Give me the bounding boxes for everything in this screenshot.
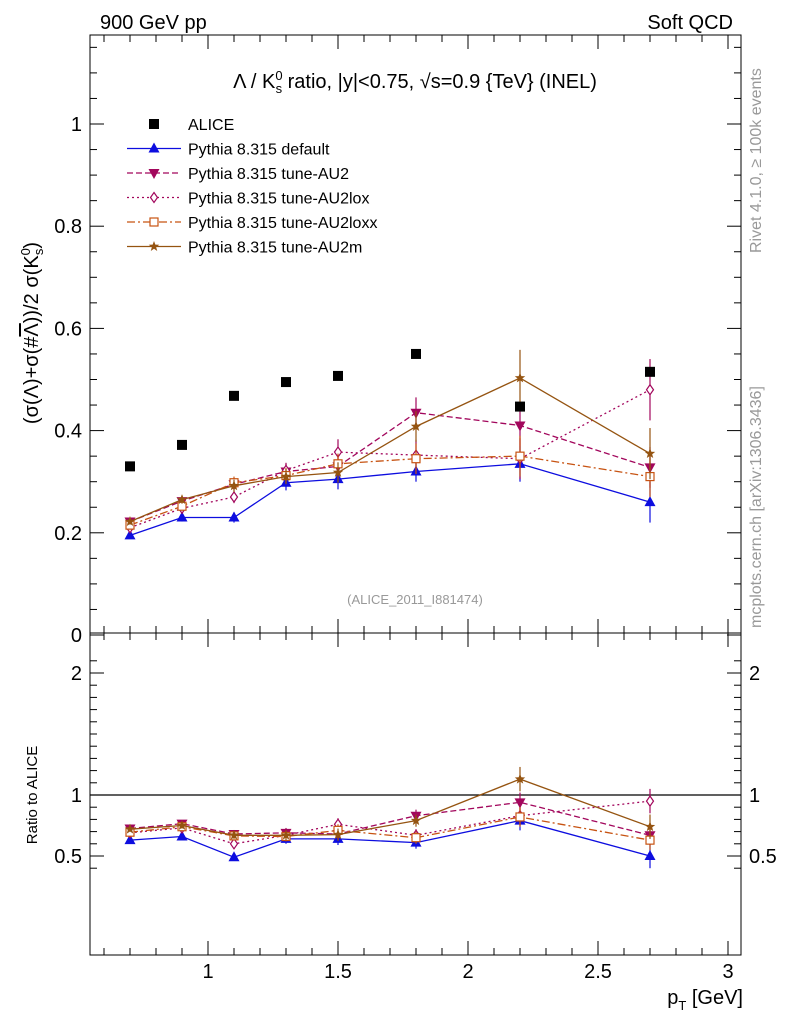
ratio-ytick-label-right: 2 <box>749 663 760 685</box>
legend-label: Pythia 8.315 tune-AU2 <box>188 166 349 183</box>
x-axis-label: pT [GeV] <box>667 987 743 1013</box>
main-data-point <box>515 401 525 412</box>
legend-marker <box>149 119 159 129</box>
main-ytick-label: 0.4 <box>54 421 82 443</box>
main-ytick-label: 0.2 <box>54 523 82 545</box>
ratio-data-point <box>228 851 240 862</box>
ratio-data-point <box>124 823 136 834</box>
ratio-data-point <box>644 850 656 860</box>
legend-entry: Pythia 8.315 tune-AU2m <box>127 240 362 257</box>
ratio-data-point <box>229 837 239 850</box>
main-series-line <box>129 389 651 529</box>
legend-marker <box>148 169 160 179</box>
legend-entry: Pythia 8.315 tune-AU2 <box>127 166 349 183</box>
x-tick-label: 3 <box>722 961 733 983</box>
ratio-series-line <box>129 816 651 841</box>
ratio-data-point <box>514 773 526 784</box>
main-ytick-label: 1 <box>71 114 82 136</box>
main-series-line <box>129 412 651 523</box>
ratio-data-point <box>514 798 526 809</box>
main-data-point <box>332 467 344 477</box>
main-data-point <box>124 529 136 540</box>
x-tick-label: 2 <box>462 961 473 983</box>
ratio-series-line <box>129 778 651 836</box>
legend-entry: Pythia 8.315 tune-AU2lox <box>127 191 369 208</box>
ratio-data-point <box>332 829 344 840</box>
main-ytick-label: 0.6 <box>54 318 82 340</box>
main-ytick-label: 0.8 <box>54 216 82 238</box>
legend-marker <box>148 241 160 251</box>
ratio-ylabel: Ratio to ALICE <box>24 746 41 844</box>
main-ylabel: (σ(Λ)+σ(#Λ))/2 σ(K0s) <box>18 242 46 424</box>
main-series-line <box>129 455 651 526</box>
main-data-point <box>177 439 187 450</box>
main-data-point <box>645 366 655 377</box>
main-data-point <box>645 383 655 396</box>
main-data-point <box>333 370 343 381</box>
main-data-point <box>280 471 292 482</box>
ratio-data-point <box>124 834 136 845</box>
legend-label: Pythia 8.315 tune-AU2lox <box>188 191 369 208</box>
main-data-point <box>514 372 526 383</box>
main-series-line <box>129 463 651 537</box>
ratio-data-point <box>410 815 422 826</box>
ratio-series-line <box>129 819 651 858</box>
main-data-point <box>644 496 656 507</box>
main-data-point <box>281 377 291 388</box>
main-data-point <box>514 421 526 432</box>
legend-entry: ALICE <box>149 117 234 134</box>
ratio-series-line <box>129 800 651 845</box>
main-series-line <box>129 377 651 523</box>
main-data-point <box>228 480 240 491</box>
ratio-ytick-label: 1 <box>71 785 82 807</box>
ratio-data-point <box>645 795 655 808</box>
ratio-data-point <box>176 830 188 841</box>
main-title: Λ / K0 s ratio, |y|<0.75, √s=0.9 {TeV} (I… <box>233 68 597 96</box>
main-data-point <box>176 494 188 505</box>
legend-marker <box>148 142 160 153</box>
legend-label: ALICE <box>188 117 234 134</box>
legend-entry: Pythia 8.315 default <box>127 142 330 159</box>
analysis-tag: (ALICE_2011_I881474) <box>347 592 483 607</box>
legend-marker <box>149 191 159 204</box>
ratio-data-point <box>280 829 292 840</box>
main-data-point <box>644 448 656 459</box>
main-data-point <box>411 454 421 464</box>
ratio-data-point <box>228 829 240 840</box>
main-data-point <box>124 516 136 527</box>
ratio-ytick-label: 0.5 <box>54 846 82 868</box>
main-data-point <box>176 511 188 522</box>
ratio-ytick-label-right: 1 <box>749 785 760 807</box>
ratio-data-point <box>644 821 656 832</box>
ratio-data-point <box>176 820 188 830</box>
main-data-point <box>229 490 239 504</box>
ratio-frame <box>89 632 742 956</box>
legend-entry: Pythia 8.315 tune-AU2loxx <box>127 215 377 232</box>
main-data-point <box>515 451 525 461</box>
x-tick-label: 2.5 <box>584 961 612 983</box>
legend-marker <box>149 217 159 227</box>
main-ytick-label: 0 <box>71 625 82 647</box>
x-tick-label: 1 <box>202 961 213 983</box>
ratio-data-point <box>411 833 421 843</box>
ratio-ytick-label: 2 <box>71 663 82 685</box>
main-data-point <box>410 421 422 431</box>
main-data-point <box>229 390 239 401</box>
header-right: Soft QCD <box>647 12 733 34</box>
x-tick-label: 1.5 <box>324 961 352 983</box>
ratio-data-point <box>515 812 525 822</box>
main-data-point <box>228 511 240 522</box>
ratio-ytick-label-right: 0.5 <box>749 846 777 868</box>
legend-label: Pythia 8.315 default <box>188 142 330 159</box>
header-left: 900 GeV pp <box>100 12 207 34</box>
legend-label: Pythia 8.315 tune-AU2m <box>188 240 362 257</box>
main-data-point <box>125 461 135 472</box>
legend-label: Pythia 8.315 tune-AU2loxx <box>188 215 377 232</box>
rivet-label: Rivet 4.1.0, ≥ 100k events <box>748 68 765 253</box>
mcplots-label: mcplots.cern.ch [arXiv:1306.3436] <box>748 386 765 628</box>
main-data-point <box>411 348 421 359</box>
